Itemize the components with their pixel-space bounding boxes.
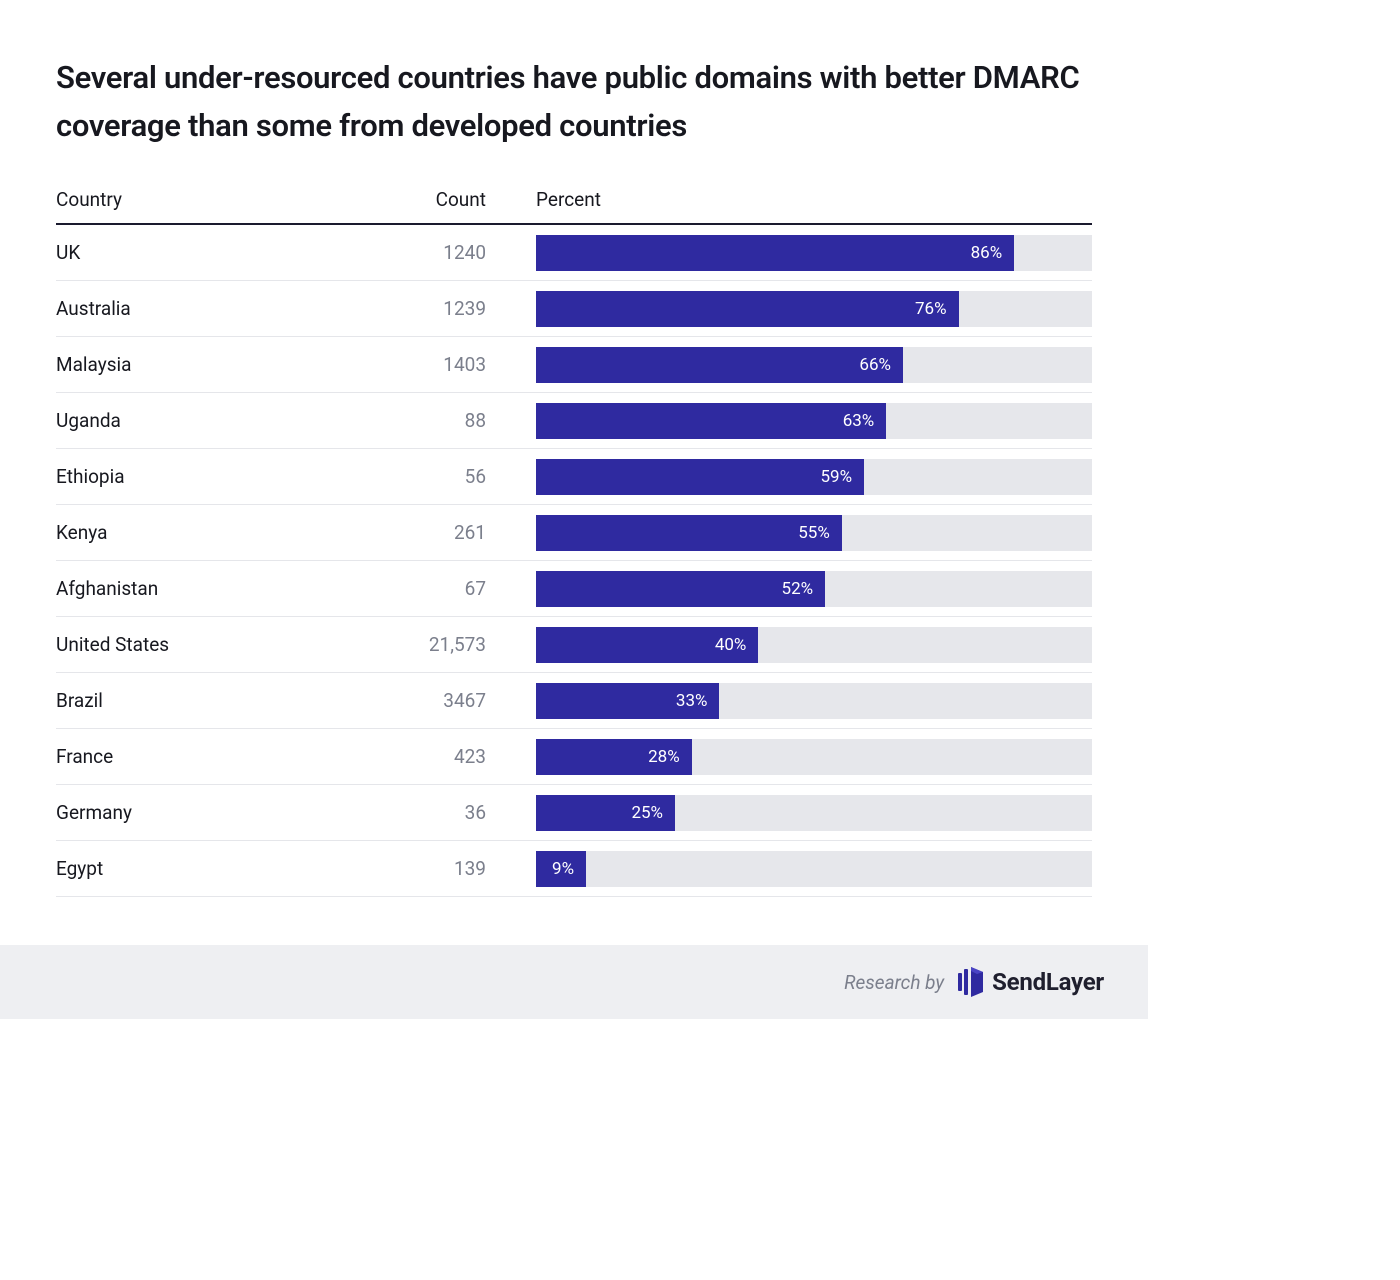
table-row: Germany36 25% — [56, 785, 1092, 841]
bar-label: 33% — [676, 691, 708, 711]
cell-count: 139 — [356, 857, 526, 880]
cell-percent: 28% — [526, 733, 1092, 781]
bar-label: 66% — [859, 355, 891, 375]
cell-country: France — [56, 745, 356, 768]
cell-country: UK — [56, 241, 356, 264]
cell-count: 1239 — [356, 297, 526, 320]
cell-country: Australia — [56, 297, 356, 320]
cell-count: 67 — [356, 577, 526, 600]
bar-track: 63% — [536, 403, 1092, 439]
cell-percent: 40% — [526, 621, 1092, 669]
table-row: Kenya261 55% — [56, 505, 1092, 561]
bar-fill: 9% — [536, 851, 586, 887]
bar-label: 28% — [648, 747, 680, 767]
header-percent: Percent — [526, 188, 1092, 211]
cell-percent: 66% — [526, 341, 1092, 389]
table-row: Australia1239 76% — [56, 281, 1092, 337]
cell-count: 1240 — [356, 241, 526, 264]
table-row: Uganda88 63% — [56, 393, 1092, 449]
cell-percent: 63% — [526, 397, 1092, 445]
cell-count: 423 — [356, 745, 526, 768]
footer: Research by SendLayer — [0, 945, 1148, 1019]
bar-track: 59% — [536, 459, 1092, 495]
cell-count: 21,573 — [356, 633, 526, 656]
bar-track: 66% — [536, 347, 1092, 383]
bar-fill: 28% — [536, 739, 692, 775]
cell-count: 88 — [356, 409, 526, 432]
cell-percent: 55% — [526, 509, 1092, 557]
cell-count: 3467 — [356, 689, 526, 712]
cell-count: 56 — [356, 465, 526, 488]
cell-count: 261 — [356, 521, 526, 544]
data-table: Country Count Percent UK1240 86% Australia… — [56, 188, 1092, 897]
cell-percent: 9% — [526, 845, 1092, 893]
cell-percent: 33% — [526, 677, 1092, 725]
cell-country: Kenya — [56, 521, 356, 544]
cell-percent: 86% — [526, 229, 1092, 277]
brand: SendLayer — [958, 967, 1104, 997]
cell-country: Brazil — [56, 689, 356, 712]
bar-fill: 25% — [536, 795, 675, 831]
cell-percent: 52% — [526, 565, 1092, 613]
bar-fill: 33% — [536, 683, 719, 719]
table-row: Egypt139 9% — [56, 841, 1092, 897]
bar-fill: 59% — [536, 459, 864, 495]
bar-label: 9% — [552, 859, 574, 879]
cell-count: 36 — [356, 801, 526, 824]
cell-percent: 59% — [526, 453, 1092, 501]
cell-country: Malaysia — [56, 353, 356, 376]
bar-label: 63% — [843, 411, 875, 431]
header-count: Count — [356, 188, 526, 211]
bar-track: 86% — [536, 235, 1092, 271]
cell-country: Egypt — [56, 857, 356, 880]
cell-country: Afghanistan — [56, 577, 356, 600]
cell-percent: 25% — [526, 789, 1092, 837]
bar-label: 86% — [971, 243, 1003, 263]
bar-track: 33% — [536, 683, 1092, 719]
bar-track: 40% — [536, 627, 1092, 663]
brand-name: SendLayer — [992, 968, 1104, 996]
table-row: Brazil3467 33% — [56, 673, 1092, 729]
bar-label: 55% — [798, 523, 830, 543]
table-row: UK1240 86% — [56, 225, 1092, 281]
table-row: France423 28% — [56, 729, 1092, 785]
research-by-label: Research by — [844, 971, 944, 994]
chart-card: Several under-resourced countries have p… — [0, 0, 1148, 1019]
bar-label: 76% — [915, 299, 947, 319]
table-row: Ethiopia56 59% — [56, 449, 1092, 505]
bar-fill: 86% — [536, 235, 1014, 271]
cell-percent: 76% — [526, 285, 1092, 333]
chart-title: Several under-resourced countries have p… — [56, 54, 1092, 150]
bar-label: 25% — [631, 803, 663, 823]
cell-country: United States — [56, 633, 356, 656]
cell-count: 1403 — [356, 353, 526, 376]
table-body: UK1240 86% Australia1239 76% Malaysia1403 66%… — [56, 225, 1092, 897]
cell-country: Ethiopia — [56, 465, 356, 488]
bar-label: 59% — [820, 467, 852, 487]
table-row: Afghanistan67 52% — [56, 561, 1092, 617]
bar-fill: 40% — [536, 627, 758, 663]
cell-country: Uganda — [56, 409, 356, 432]
bar-track: 55% — [536, 515, 1092, 551]
table-row: Malaysia1403 66% — [56, 337, 1092, 393]
bar-label: 40% — [715, 635, 747, 655]
cell-country: Germany — [56, 801, 356, 824]
bar-track: 28% — [536, 739, 1092, 775]
bar-fill: 63% — [536, 403, 886, 439]
bar-fill: 52% — [536, 571, 825, 607]
bar-track: 25% — [536, 795, 1092, 831]
bar-track: 9% — [536, 851, 1092, 887]
bar-track: 52% — [536, 571, 1092, 607]
table-row: United States21,573 40% — [56, 617, 1092, 673]
bar-fill: 66% — [536, 347, 903, 383]
header-country: Country — [56, 188, 356, 211]
bar-track: 76% — [536, 291, 1092, 327]
bar-label: 52% — [782, 579, 814, 599]
bar-fill: 76% — [536, 291, 959, 327]
table-header: Country Count Percent — [56, 188, 1092, 225]
bar-fill: 55% — [536, 515, 842, 551]
sendlayer-icon — [958, 967, 984, 997]
